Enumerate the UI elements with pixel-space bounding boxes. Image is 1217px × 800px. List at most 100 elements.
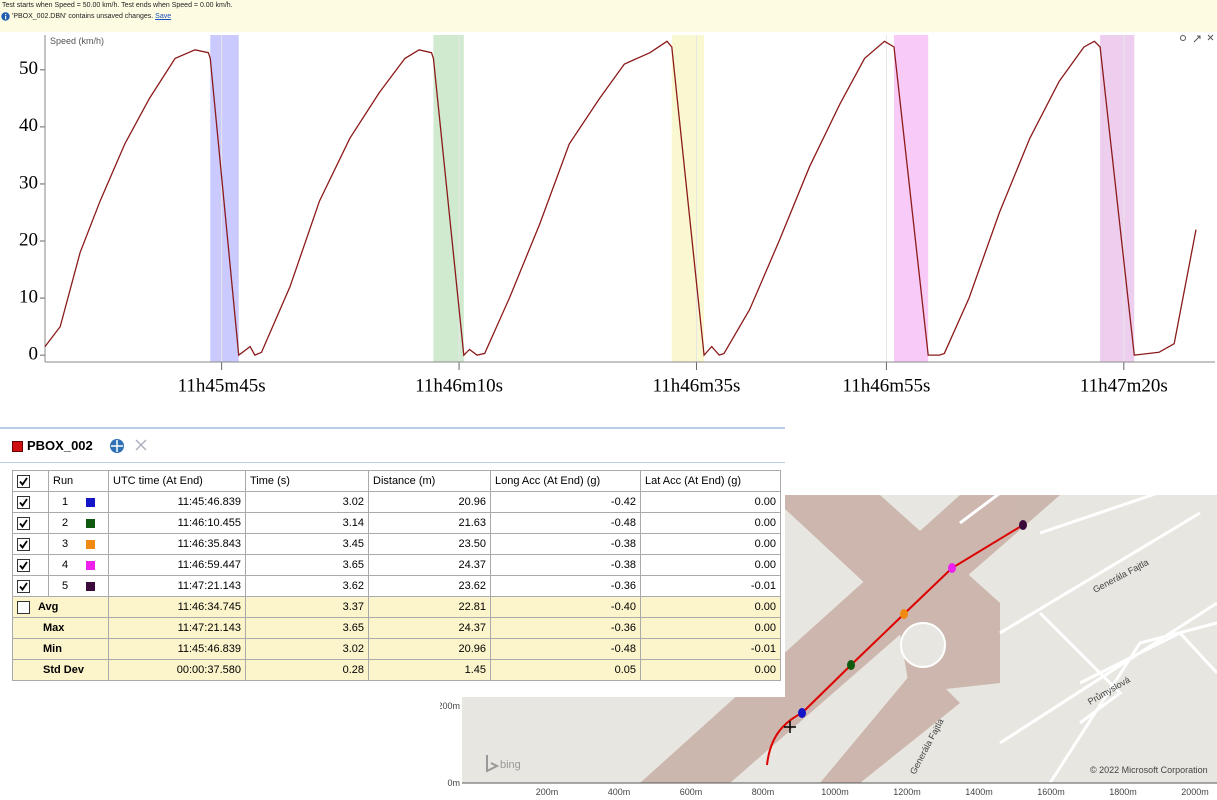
map-logo: bing bbox=[500, 759, 521, 771]
tab-title[interactable]: PBOX_002 bbox=[27, 438, 93, 453]
value-cell: -0.38 bbox=[491, 555, 641, 576]
value-cell: 20.96 bbox=[369, 492, 491, 513]
map-x-label: 1800m bbox=[1109, 787, 1137, 797]
value-cell: 0.00 bbox=[641, 597, 781, 618]
checkbox[interactable] bbox=[17, 538, 30, 551]
x-tick-label: 11h46m35s bbox=[652, 375, 740, 396]
map-x-label: 200m bbox=[536, 787, 559, 797]
check-cell bbox=[13, 555, 49, 576]
run-cell: 4 bbox=[49, 555, 109, 576]
map-x-label: 1600m bbox=[1037, 787, 1065, 797]
checkbox[interactable] bbox=[17, 496, 30, 509]
value-cell: 22.81 bbox=[369, 597, 491, 618]
value-cell: 20.96 bbox=[369, 639, 491, 660]
value-cell: 11:47:21.143 bbox=[109, 618, 246, 639]
run-color bbox=[86, 561, 95, 570]
tab-color bbox=[12, 441, 23, 452]
save-link[interactable]: Save bbox=[155, 13, 171, 20]
map-x-label: 1200m bbox=[893, 787, 921, 797]
value-cell: -0.36 bbox=[491, 576, 641, 597]
run-number: 5 bbox=[62, 580, 68, 592]
checkbox[interactable] bbox=[17, 475, 30, 488]
map-x-label: 400m bbox=[608, 787, 631, 797]
value-cell: 24.37 bbox=[369, 555, 491, 576]
run-number: 3 bbox=[62, 538, 68, 550]
y-tick-label: 40 bbox=[19, 115, 38, 136]
value-cell: 0.00 bbox=[641, 534, 781, 555]
run-number: 2 bbox=[62, 517, 68, 529]
summary-label: Max bbox=[43, 622, 64, 634]
run-color bbox=[86, 582, 95, 591]
header-cell bbox=[13, 471, 49, 492]
checkbox[interactable] bbox=[17, 559, 30, 572]
run-color bbox=[86, 498, 95, 507]
info-icon bbox=[1, 12, 10, 21]
value-cell: 11:47:21.143 bbox=[109, 576, 246, 597]
y-tick-label: 20 bbox=[19, 229, 38, 250]
value-cell: -0.01 bbox=[641, 639, 781, 660]
y-tick-label: 10 bbox=[19, 286, 38, 307]
value-cell: -0.40 bbox=[491, 597, 641, 618]
value-cell: 3.02 bbox=[246, 492, 369, 513]
value-cell: 00:00:37.580 bbox=[109, 660, 246, 681]
summary-label-cell: Max bbox=[13, 618, 109, 639]
value-cell: -0.01 bbox=[641, 576, 781, 597]
x-tick-label: 11h47m20s bbox=[1080, 375, 1168, 396]
checkbox[interactable] bbox=[17, 580, 30, 593]
value-cell: 11:46:35.843 bbox=[109, 534, 246, 555]
value-cell: -0.42 bbox=[491, 492, 641, 513]
value-cell: 11:46:34.745 bbox=[109, 597, 246, 618]
summary-label: Avg bbox=[38, 601, 58, 613]
x-tick-label: 11h46m55s bbox=[842, 375, 930, 396]
chart-controls[interactable] bbox=[1181, 35, 1214, 42]
value-cell: 0.00 bbox=[641, 492, 781, 513]
map-y-label: 0m bbox=[447, 778, 460, 788]
value-cell: 0.28 bbox=[246, 660, 369, 681]
value-cell: 0.00 bbox=[641, 660, 781, 681]
value-cell: 0.00 bbox=[641, 513, 781, 534]
checkbox[interactable] bbox=[17, 517, 30, 530]
run-row: 311:46:35.8433.4523.50-0.380.00 bbox=[13, 534, 781, 555]
value-cell: 3.14 bbox=[246, 513, 369, 534]
column-header: Distance (m) bbox=[369, 471, 491, 492]
summary-label-cell: Avg bbox=[13, 597, 109, 618]
notice-text: 'PBOX_002.DBN' contains unsaved changes. bbox=[12, 13, 153, 20]
checkbox[interactable] bbox=[17, 601, 30, 614]
check-cell bbox=[13, 492, 49, 513]
info-bar: Test starts when Speed = 50.00 km/h. Tes… bbox=[0, 0, 1217, 32]
value-cell: -0.48 bbox=[491, 513, 641, 534]
summary-label: Std Dev bbox=[43, 664, 84, 676]
value-cell: 3.37 bbox=[246, 597, 369, 618]
value-cell: 1.45 bbox=[369, 660, 491, 681]
value-cell: 0.05 bbox=[491, 660, 641, 681]
summary-row: Min11:45:46.8393.0220.96-0.48-0.01 bbox=[13, 639, 781, 660]
value-cell: 11:46:59.447 bbox=[109, 555, 246, 576]
summary-label-cell: Std Dev bbox=[13, 660, 109, 681]
tab-close[interactable] bbox=[136, 440, 146, 450]
test-condition: Test starts when Speed = 50.00 km/h. Tes… bbox=[2, 2, 233, 9]
run-color bbox=[86, 519, 95, 528]
map-x-label: 1400m bbox=[965, 787, 993, 797]
y-tick-label: 0 bbox=[29, 344, 39, 365]
value-cell: -0.38 bbox=[491, 534, 641, 555]
run-number: 1 bbox=[62, 496, 68, 508]
run-cell: 2 bbox=[49, 513, 109, 534]
tab-border bbox=[0, 462, 785, 463]
tab-icons bbox=[108, 437, 152, 455]
column-header: Run bbox=[49, 471, 109, 492]
run-cell: 5 bbox=[49, 576, 109, 597]
run-cell: 3 bbox=[49, 534, 109, 555]
value-cell: 23.62 bbox=[369, 576, 491, 597]
column-header: Lat Acc (At End) (g) bbox=[641, 471, 781, 492]
value-cell: 0.00 bbox=[641, 555, 781, 576]
run-cell: 1 bbox=[49, 492, 109, 513]
column-header: UTC time (At End) bbox=[109, 471, 246, 492]
map-x-label: 600m bbox=[680, 787, 703, 797]
value-cell: 3.02 bbox=[246, 639, 369, 660]
